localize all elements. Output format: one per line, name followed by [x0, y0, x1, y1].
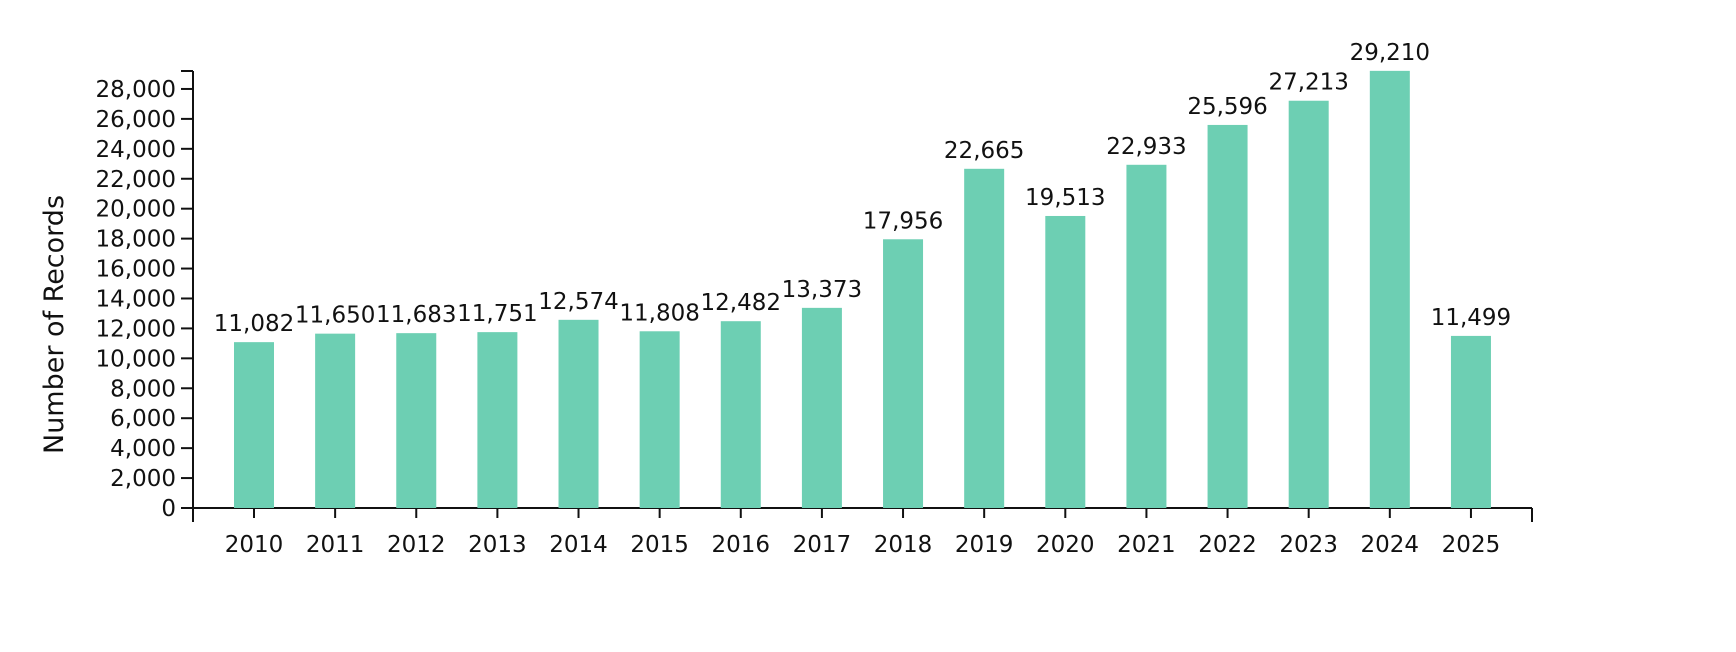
bar: [315, 333, 356, 508]
x-tick-label: 2025: [1442, 532, 1501, 558]
x-tick-label: 2022: [1198, 532, 1257, 558]
bar-value-label: 11,683: [376, 302, 456, 328]
x-tick-label: 2024: [1361, 532, 1420, 558]
bar-value-label: 11,082: [214, 311, 294, 337]
y-tick-label: 20,000: [96, 197, 176, 223]
y-tick-label: 14,000: [96, 286, 176, 312]
y-tick-label: 22,000: [96, 167, 176, 193]
x-tick-label: 2012: [387, 532, 446, 558]
x-tick-label: 2023: [1279, 532, 1338, 558]
bar-value-label: 12,482: [701, 290, 781, 316]
y-tick-label: 24,000: [96, 137, 176, 163]
bar: [396, 333, 437, 508]
x-axis: 2010 2011 2012 2013 2014 2015 2016 2017 2018 2019…: [192, 507, 1533, 558]
bar-value-label: 22,665: [944, 138, 1024, 164]
bar-value-label: 22,933: [1106, 134, 1186, 160]
y-tick-label: 6,000: [110, 406, 176, 432]
bar-value-label: 27,213: [1268, 70, 1348, 96]
x-tick-label: 2018: [874, 532, 933, 558]
bar-value-label: 11,650: [295, 303, 375, 329]
y-tick-label: 10,000: [96, 346, 176, 372]
y-tick-label: 4,000: [110, 436, 176, 462]
bar-value-label: 12,574: [538, 289, 618, 315]
x-tick-label: 2011: [306, 532, 365, 558]
y-tick-label: 18,000: [96, 227, 176, 253]
bar: [234, 342, 274, 508]
bar-value-label: 29,210: [1350, 40, 1430, 66]
bar: [1450, 335, 1491, 508]
bar: [639, 331, 680, 508]
bar: [477, 332, 518, 508]
y-axis: 0 2,000 4,000 6,000 8,000 10,000 12,000 14,000 1…: [96, 70, 194, 522]
x-tick-label: 2010: [225, 532, 284, 558]
x-tick-label: 2013: [468, 532, 527, 558]
y-tick-label: 0: [161, 496, 176, 522]
y-tick-label: 28,000: [96, 77, 176, 103]
y-tick-label: 8,000: [110, 376, 176, 402]
data-labels-group: 11,082 11,650 11,683 11,751 12,574 11,808 12,4…: [214, 40, 1511, 337]
bar-value-label: 11,808: [619, 300, 699, 326]
x-tick-label: 2017: [793, 532, 852, 558]
x-tick-label: 2016: [712, 532, 771, 558]
bar: [1207, 124, 1248, 508]
bar-value-label: 13,373: [782, 277, 862, 303]
bar: [1288, 100, 1329, 509]
x-tick-label: 2015: [630, 532, 689, 558]
bar-value-label: 17,956: [863, 208, 943, 234]
bar: [720, 321, 761, 508]
y-tick-label: 12,000: [96, 316, 176, 342]
bar: [964, 168, 1005, 508]
x-tick-label: 2014: [549, 532, 608, 558]
x-tick-label: 2019: [955, 532, 1014, 558]
bar-value-label: 19,513: [1025, 185, 1105, 211]
bar: [1045, 215, 1086, 508]
bar: [558, 319, 599, 508]
x-tick-label: 2020: [1036, 532, 1095, 558]
bars-group: [234, 70, 1491, 509]
bar-value-label: 11,751: [457, 301, 537, 327]
bar: [801, 307, 842, 508]
bar: [883, 239, 924, 508]
bar: [1369, 70, 1410, 508]
y-tick-label: 26,000: [96, 107, 176, 133]
y-axis-title: Number of Records: [39, 195, 70, 454]
bar: [1126, 164, 1167, 508]
bar-value-label: 11,499: [1431, 305, 1511, 331]
y-tick-label: 2,000: [110, 466, 176, 492]
bar-value-label: 25,596: [1187, 94, 1267, 120]
y-tick-label: 16,000: [96, 257, 176, 283]
x-tick-label: 2021: [1117, 532, 1176, 558]
